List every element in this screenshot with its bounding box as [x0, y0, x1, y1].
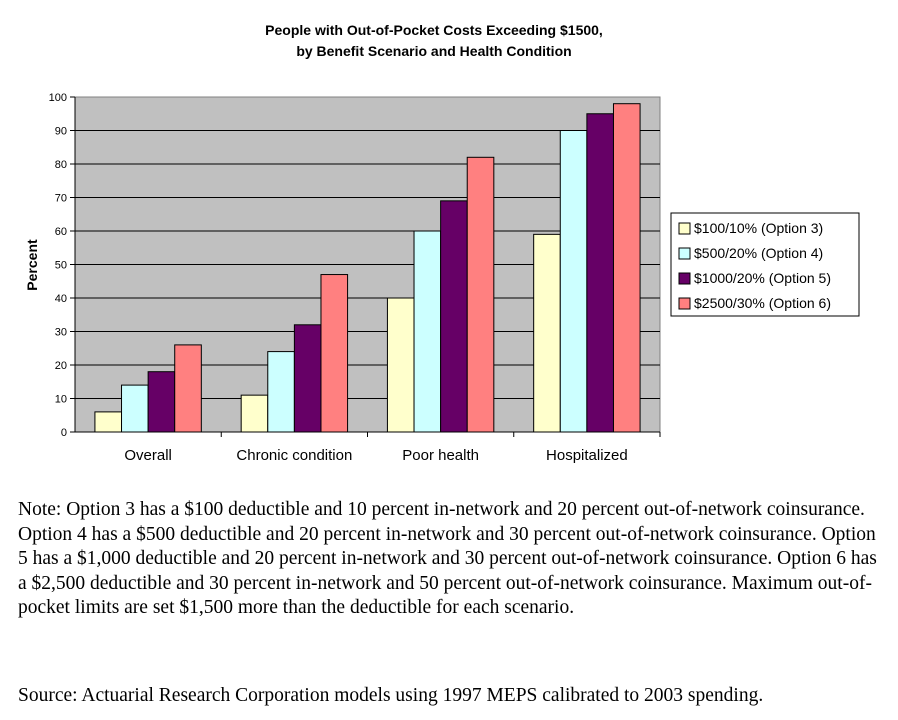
x-tick-label: Poor health [402, 447, 479, 464]
bar [440, 200, 468, 433]
legend-swatch [678, 247, 691, 260]
legend-swatch [678, 272, 691, 285]
y-tick-label: 30 [55, 327, 67, 339]
bar [121, 384, 149, 433]
bar [559, 130, 588, 433]
y-tick-label: 70 [55, 193, 67, 205]
legend-label: $100/10% (Option 3) [694, 220, 823, 236]
bar [386, 297, 415, 433]
bar [612, 103, 641, 433]
y-tick-label: 80 [55, 159, 67, 171]
axes: 0 10 20 30 40 50 60 70 80 90 100 Overall Chronic con… [49, 92, 661, 464]
legend-label: $2500/30% (Option 6) [694, 295, 831, 311]
source-text: Source: Actuarial Research Corporation m… [18, 685, 764, 706]
y-tick-label: 100 [49, 92, 67, 104]
bar [240, 394, 269, 433]
y-tick-label: 40 [55, 293, 67, 305]
bar [94, 411, 123, 433]
x-tick-label: Overall [124, 447, 172, 464]
legend-label: $500/20% (Option 4) [694, 245, 823, 261]
legend-swatch [678, 222, 691, 235]
x-tick-label: Hospitalized [546, 447, 628, 464]
y-tick-label: 60 [55, 226, 67, 238]
y-tick-label: 20 [55, 360, 67, 372]
bar [293, 324, 322, 433]
bars [94, 103, 641, 433]
bar [147, 371, 176, 433]
chart-title-line-2: by Benefit Scenario and Health Condition [296, 43, 571, 59]
y-tick-label: 0 [61, 427, 67, 439]
y-tick-label: 10 [55, 394, 67, 406]
bar [413, 230, 442, 433]
y-tick-label: 90 [55, 126, 67, 138]
y-axis-label: Percent [24, 239, 40, 291]
bar [586, 113, 614, 433]
bar [267, 351, 295, 433]
bar [466, 156, 495, 433]
legend-box [670, 212, 860, 317]
legend: $100/10% (Option 3) $500/20% (Option 4) $1… [670, 212, 860, 317]
x-tick-label: Chronic condition [236, 447, 352, 464]
legend-label: $1000/20% (Option 5) [694, 270, 831, 286]
bar-chart: People with Out-of-Pocket Costs Exceedin… [24, 22, 860, 464]
legend-swatch [678, 297, 691, 310]
y-tick-label: 50 [55, 260, 67, 272]
bar [533, 233, 561, 433]
chart-title-line-1: People with Out-of-Pocket Costs Exceedin… [265, 22, 603, 38]
note-text: Note: Option 3 has a $100 deductible and… [18, 499, 877, 618]
bar [320, 274, 349, 433]
bar [174, 344, 202, 433]
